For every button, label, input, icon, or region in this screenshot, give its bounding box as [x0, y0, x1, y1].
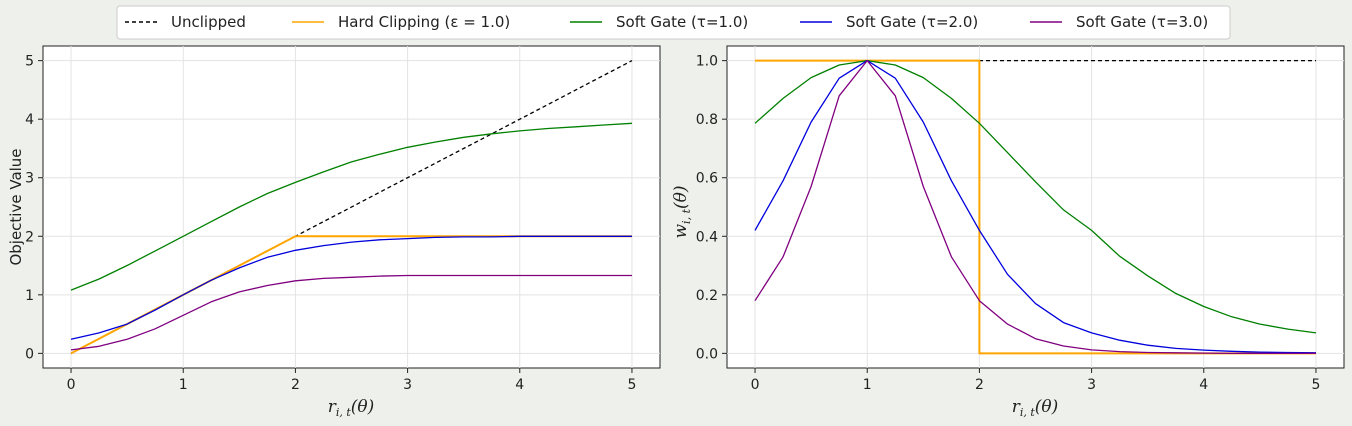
y-axis-title-left: Objective Value — [7, 148, 25, 265]
legend-label-hard-clipping-1-0: Hard Clipping (ε = 1.0) — [338, 13, 510, 31]
x-tick-label: 0 — [751, 377, 760, 393]
x-tick-label: 2 — [975, 377, 984, 393]
legend-frame — [116, 5, 1231, 40]
y-tick-label: 0.2 — [696, 288, 718, 304]
series-line-soft-gate-2-0 — [754, 59, 1317, 354]
x-tick-label: 5 — [627, 377, 636, 393]
x-tick-label: 1 — [863, 377, 872, 393]
series-line-soft-gate-2-0 — [70, 235, 632, 340]
x-tick-label: 5 — [1311, 377, 1320, 393]
x-tick-label: 0 — [67, 377, 76, 393]
y-tick-label: 4 — [25, 112, 34, 128]
legend-label-soft-gate-2-0: Soft Gate (τ=2.0) — [846, 13, 978, 31]
legend: Unclipped Hard Clipping (ε = 1.0) Soft Gat… — [116, 5, 1231, 40]
series-line-soft-gate-1-0 — [70, 122, 633, 291]
y-tick-label: 0.0 — [696, 346, 718, 362]
series-line-soft-gate-1-0 — [754, 59, 1317, 334]
series-line-soft-gate-3-0 — [754, 59, 1316, 355]
series-line-soft-gate-3-0 — [70, 274, 632, 351]
y-tick-label: 5 — [25, 54, 34, 70]
x-axis-title-right: ri, t(θ) — [1012, 397, 1059, 419]
y-tick-label: 0 — [25, 346, 34, 362]
legend-label-unclipped: Unclipped — [171, 13, 246, 31]
chart-weight: 0 1 2 3 4 5 0.0 0.2 0.4 0.6 0.8 1.0 ri, t(θ) wi, t(… — [671, 45, 1345, 419]
y-tick-label: 1.0 — [696, 54, 718, 70]
y-tick-label: 0.4 — [696, 229, 718, 245]
x-tick-label: 2 — [291, 377, 300, 393]
y-tick-label: 3 — [25, 171, 34, 187]
legend-label-soft-gate-3-0: Soft Gate (τ=3.0) — [1076, 13, 1208, 31]
y-tick-label: 0.8 — [696, 112, 718, 128]
x-tick-label: 4 — [1199, 377, 1208, 393]
legend-label-soft-gate-1-0: Soft Gate (τ=1.0) — [616, 13, 748, 31]
y-axis-title-right: wi, t(θ) — [671, 186, 693, 239]
y-tick-label: 0.6 — [696, 171, 718, 187]
x-tick-label: 1 — [179, 377, 188, 393]
chart-objective-value: 0 1 2 3 4 5 0 1 2 3 4 5 ri, t(θ) Objective Value — [7, 45, 661, 419]
y-tick-label: 1 — [25, 288, 34, 304]
plot-area-right — [726, 45, 1345, 369]
y-tick-label: 2 — [25, 229, 34, 245]
x-tick-label: 3 — [1087, 377, 1096, 393]
x-tick-label: 4 — [515, 377, 524, 393]
x-tick-label: 3 — [403, 377, 412, 393]
x-axis-title-left: ri, t(θ) — [328, 397, 375, 419]
